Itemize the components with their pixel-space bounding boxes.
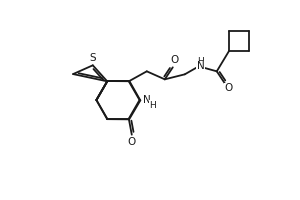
- Text: N: N: [197, 61, 205, 71]
- Text: O: O: [225, 83, 233, 93]
- Text: N: N: [143, 95, 150, 105]
- Text: O: O: [171, 55, 179, 65]
- Text: N: N: [143, 95, 150, 105]
- Text: H: H: [149, 100, 156, 110]
- Text: O: O: [128, 137, 136, 147]
- Text: S: S: [89, 53, 96, 63]
- Text: H: H: [197, 57, 204, 66]
